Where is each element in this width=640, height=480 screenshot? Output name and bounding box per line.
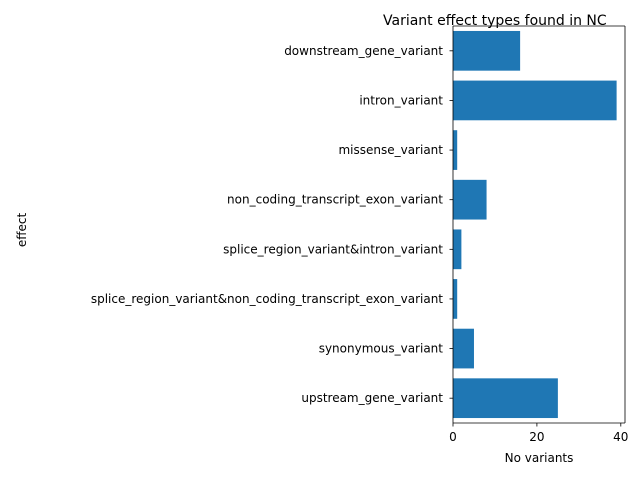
y-tick-label: intron_variant (359, 93, 443, 107)
bar-3 (453, 179, 487, 220)
y-tick-label: missense_variant (338, 143, 443, 157)
bar-1 (453, 80, 617, 121)
x-tick-label: 40 (613, 430, 628, 444)
axes-spines (452, 25, 626, 424)
y-axis-label: effect (15, 213, 29, 248)
x-axis-ticks: 0 20 40 (449, 423, 628, 444)
y-tick-label: downstream_gene_variant (284, 44, 443, 58)
bar-2 (453, 130, 458, 170)
x-tick-label: 20 (529, 430, 544, 444)
y-tick-label: splice_region_variant&non_coding_transcr… (91, 292, 443, 306)
y-axis-ticks: downstream_gene_variant intron_variantmis… (91, 44, 453, 405)
x-tick-label: 0 (449, 430, 457, 444)
y-tick-label: upstream_gene_variant (301, 391, 443, 405)
bars-group (453, 30, 617, 419)
y-tick-label: non_coding_transcript_exon_variant (227, 193, 443, 207)
bar-5 (453, 279, 458, 319)
chart-title: Variant effect types found in NC (383, 13, 607, 29)
y-tick-label: synonymous_variant (319, 342, 444, 356)
y-tick-label: splice_region_variant&intron_variant (223, 242, 443, 256)
bar-6 (453, 328, 474, 369)
bar-4 (453, 229, 462, 270)
bar-0 (453, 30, 521, 71)
x-axis-label: No variants (505, 451, 574, 465)
bar-7 (453, 378, 558, 419)
